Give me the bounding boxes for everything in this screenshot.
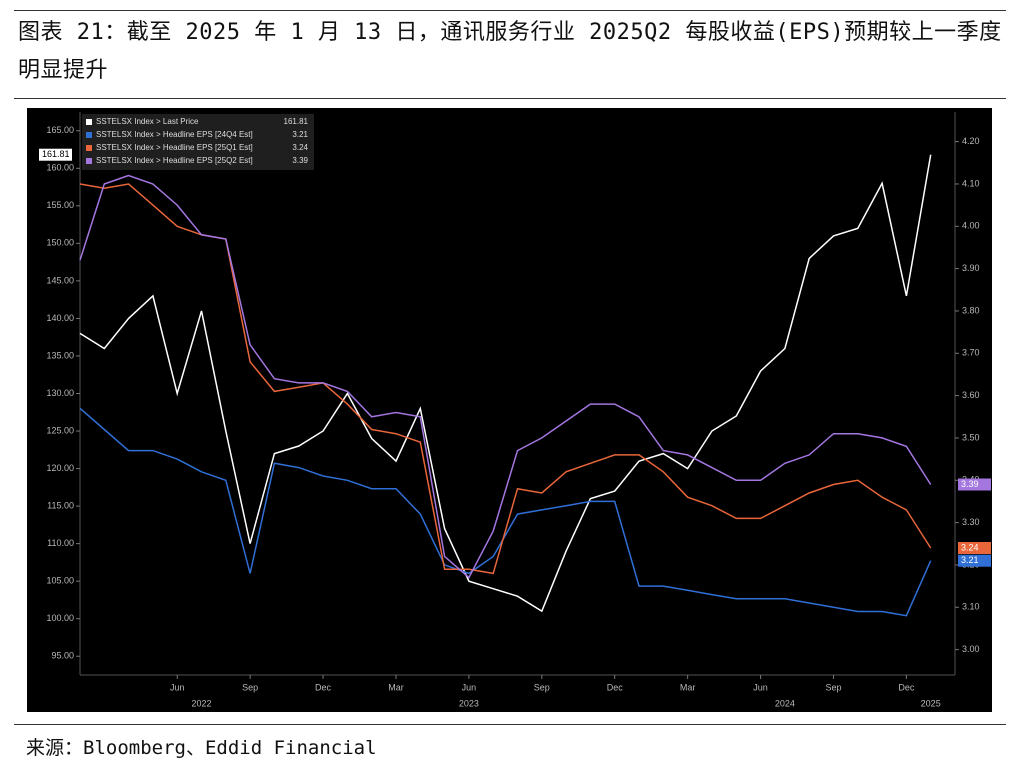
y-tick-label: 145.00 — [46, 275, 74, 285]
top-rule — [14, 10, 1006, 11]
y-tick-label: 165.00 — [46, 125, 74, 135]
legend-swatch — [86, 145, 92, 151]
x-tick-label: Mar — [388, 682, 404, 692]
x-tick-label: Sep — [242, 682, 258, 692]
series-line — [79, 174, 932, 579]
y-tick-label: 95.00 — [51, 651, 74, 661]
y2-tick-label: 3.00 — [962, 644, 980, 654]
y-tick-label: 135.00 — [46, 350, 74, 360]
y2-tick-label: 3.60 — [962, 390, 980, 400]
y2-tick-label: 3.50 — [962, 432, 980, 442]
y2-tick-label: 4.20 — [962, 136, 980, 146]
y-tick-label: 155.00 — [46, 200, 74, 210]
year-label: 2023 — [459, 698, 479, 708]
end-value-label: 161.81 — [42, 149, 70, 159]
legend-value: 161.81 — [284, 117, 309, 126]
legend-label: SSTELSX Index > Headline EPS [25Q2 Est] — [96, 156, 253, 165]
y-tick-label: 105.00 — [46, 576, 74, 586]
x-tick-label: Dec — [898, 682, 915, 692]
y-tick-label: 160.00 — [46, 163, 74, 173]
y2-tick-label: 3.10 — [962, 602, 980, 612]
legend-value: 3.39 — [292, 156, 308, 165]
legend-label: SSTELSX Index > Last Price — [96, 117, 199, 126]
y-tick-label: 150.00 — [46, 238, 74, 248]
y-tick-label: 110.00 — [47, 538, 74, 548]
x-tick-label: Sep — [534, 682, 550, 692]
x-tick-label: Jun — [753, 682, 768, 692]
year-label: 2024 — [775, 698, 795, 708]
legend-value: 3.21 — [292, 130, 308, 139]
x-tick-label: Jun — [170, 682, 185, 692]
y2-tick-label: 3.30 — [962, 517, 980, 527]
y2-tick-label: 4.10 — [962, 178, 980, 188]
figure-title: 图表 21：截至 2025 年 1 月 13 日，通讯服务行业 2025Q2 每… — [18, 20, 1002, 83]
y-tick-label: 120.00 — [46, 463, 74, 473]
end-badge — [958, 554, 991, 567]
end-badge — [39, 148, 72, 161]
x-tick-label: Mar — [680, 682, 696, 692]
end-value-label: 3.39 — [961, 479, 979, 489]
y-tick-label: 125.00 — [46, 425, 74, 435]
y2-tick-label: 4.00 — [962, 221, 980, 231]
series-line — [79, 407, 932, 617]
year-label: 2022 — [192, 698, 212, 708]
legend-swatch — [86, 132, 92, 138]
end-badge — [958, 542, 991, 555]
y-tick-label: 100.00 — [46, 613, 74, 623]
series-line — [79, 154, 932, 613]
x-tick-label: Dec — [315, 682, 332, 692]
y2-tick-label: 3.80 — [962, 305, 980, 315]
end-value-label: 3.24 — [961, 542, 979, 552]
legend-label: SSTELSX Index > Headline EPS [24Q4 Est] — [96, 130, 253, 139]
title-rule — [14, 98, 1006, 99]
source: 来源：Bloomberg、Eddid Financial — [26, 737, 377, 759]
y2-tick-label: 3.90 — [962, 263, 980, 273]
legend-swatch — [86, 119, 92, 125]
bottom-rule — [14, 724, 1006, 725]
y2-tick-label: 3.70 — [962, 348, 980, 358]
x-tick-label: Jun — [462, 682, 477, 692]
end-badge — [958, 478, 991, 491]
end-value-label: 3.21 — [961, 555, 979, 565]
y-tick-label: 140.00 — [46, 313, 74, 323]
y-tick-label: 130.00 — [46, 388, 74, 398]
legend-label: SSTELSX Index > Headline EPS [25Q1 Est] — [96, 143, 253, 152]
x-tick-label: Sep — [825, 682, 841, 692]
x-tick-label: Dec — [607, 682, 624, 692]
chart-background — [27, 108, 992, 712]
legend-box — [82, 114, 314, 170]
year-label: 2025 — [921, 698, 941, 708]
legend: SSTELSX Index > Last Price 161.81 SSTELSX … — [82, 114, 314, 170]
legend-swatch — [86, 158, 92, 164]
legend-value: 3.24 — [292, 143, 308, 152]
y-tick-label: 115.00 — [47, 500, 74, 510]
chart: 95.00 100.00 105.00 110.00 115.00 120.00 125.0… — [27, 108, 992, 712]
